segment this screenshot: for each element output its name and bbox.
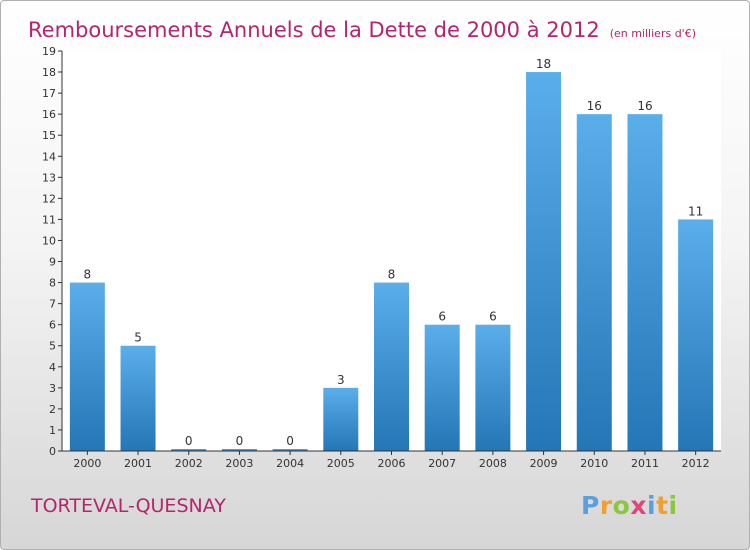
x-tick-label-2005: 2005	[327, 457, 355, 470]
y-tick-label-3: 3	[49, 382, 56, 395]
brand-logo: Proxiti	[581, 491, 678, 520]
data-labels-group: 8 5 0 0 0 3 8 6 6 18 16 16 11	[84, 57, 704, 448]
brand-letter: i	[647, 491, 657, 520]
brand-letter: r	[599, 491, 613, 520]
x-tick-label-2001: 2001	[124, 457, 152, 470]
bar-2012	[678, 219, 714, 451]
y-tick-label-8: 8	[49, 277, 56, 290]
bar-2000	[69, 282, 105, 451]
bar-2001	[120, 345, 156, 451]
brand-letter: o	[612, 491, 631, 520]
x-tick-label-2003: 2003	[225, 457, 253, 470]
data-label-2011: 16	[637, 99, 652, 113]
data-label-2001: 5	[134, 331, 142, 345]
y-tick-label-5: 5	[49, 340, 56, 353]
x-tick-label-2008: 2008	[479, 457, 507, 470]
chart-title: Remboursements Annuels de la Dette de 20…	[28, 7, 696, 45]
y-tick-label-19: 19	[42, 45, 56, 58]
location-label: TORTEVAL-QUESNAY	[31, 495, 226, 517]
y-tick-label-6: 6	[49, 319, 56, 332]
bar-2006	[374, 282, 409, 451]
y-tick-label-2: 2	[49, 403, 56, 416]
y-tick-label-9: 9	[49, 256, 56, 269]
bar-2005	[323, 387, 359, 451]
bars-group	[69, 72, 714, 451]
y-tick-label-12: 12	[42, 192, 56, 205]
x-tick-label-2007: 2007	[428, 457, 456, 470]
data-label-2002: 0	[185, 434, 193, 448]
brand-letter: t	[656, 491, 669, 520]
y-tick-label-7: 7	[49, 298, 56, 311]
bar-2003	[221, 449, 257, 451]
x-tick-label-2006: 2006	[378, 457, 406, 470]
data-label-2008: 6	[489, 310, 497, 324]
bar-2004	[272, 449, 308, 451]
y-tick-label-16: 16	[42, 108, 56, 121]
y-tick-label-11: 11	[42, 213, 56, 226]
x-tick-label-2009: 2009	[530, 457, 558, 470]
brand-letter: i	[668, 491, 678, 520]
bar-2010	[576, 114, 612, 451]
chart-title-unit: (en milliers d'€)	[609, 27, 696, 40]
brand-letter: P	[581, 491, 600, 520]
bar-2011	[627, 114, 663, 451]
x-tick-label-2010: 2010	[580, 457, 608, 470]
data-label-2004: 0	[286, 434, 294, 448]
data-label-2010: 16	[587, 99, 602, 113]
data-label-2006: 8	[388, 268, 396, 282]
data-label-2012: 11	[688, 204, 703, 218]
x-tick-label-2011: 2011	[631, 457, 659, 470]
y-tick-label-0: 0	[49, 445, 56, 458]
bar-2002	[171, 449, 207, 451]
x-tick-label-2012: 2012	[682, 457, 710, 470]
bar-2009	[526, 72, 562, 451]
chart-title-main: Remboursements Annuels de la Dette de 20…	[28, 18, 600, 42]
y-tick-label-1: 1	[49, 424, 56, 437]
y-tick-label-13: 13	[42, 171, 56, 184]
bar-2008	[475, 324, 511, 451]
y-tick-label-15: 15	[42, 129, 56, 142]
y-tick-label-10: 10	[42, 234, 56, 247]
x-tick-label-2004: 2004	[276, 457, 304, 470]
y-tick-label-14: 14	[42, 150, 56, 163]
x-ticks-group: 2000 2001 2002 2003 2004 2005 2006 2007 2008 2009…	[73, 451, 710, 470]
data-label-2003: 0	[236, 434, 244, 448]
x-tick-label-2000: 2000	[73, 457, 101, 470]
data-label-2000: 8	[84, 268, 92, 282]
y-tick-label-4: 4	[49, 361, 56, 374]
data-label-2007: 6	[438, 310, 446, 324]
x-tick-label-2002: 2002	[175, 457, 203, 470]
data-label-2009: 18	[536, 57, 551, 71]
y-tick-label-18: 18	[42, 66, 56, 79]
data-label-2005: 3	[337, 373, 345, 387]
y-tick-label-17: 17	[42, 87, 56, 100]
brand-letter: x	[630, 491, 647, 520]
bar-2007	[424, 324, 460, 451]
